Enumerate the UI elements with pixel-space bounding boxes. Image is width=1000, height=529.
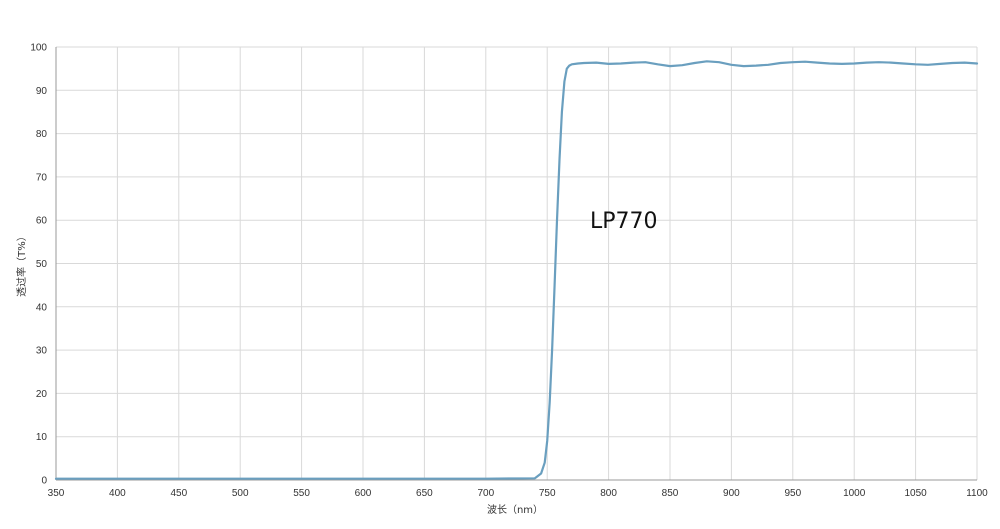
y-tick-label: 90 bbox=[36, 86, 48, 97]
x-tick-label: 600 bbox=[355, 488, 372, 499]
y-tick-label: 10 bbox=[36, 432, 48, 443]
x-tick-label: 400 bbox=[109, 488, 126, 499]
x-tick-label: 650 bbox=[416, 488, 433, 499]
y-tick-label: 50 bbox=[36, 259, 48, 270]
x-tick-label: 1000 bbox=[843, 488, 866, 499]
curve-annotation: LP770 bbox=[590, 209, 658, 234]
grid bbox=[55, 46, 978, 481]
y-tick-label: 30 bbox=[36, 346, 48, 357]
y-tick-label: 20 bbox=[36, 389, 48, 400]
y-axis-label: 透过率（T%） bbox=[15, 231, 28, 297]
x-tick-label: 350 bbox=[48, 488, 65, 499]
y-tick-label: 40 bbox=[36, 302, 48, 313]
x-tick-label: 900 bbox=[723, 488, 740, 499]
y-tick-label: 70 bbox=[36, 172, 48, 183]
x-tick-label: 550 bbox=[293, 488, 310, 499]
x-tick-label: 1050 bbox=[904, 488, 927, 499]
x-axis-label: 波长（nm） bbox=[487, 503, 543, 516]
x-tick-label: 850 bbox=[662, 488, 679, 499]
x-tick-label: 1100 bbox=[966, 488, 988, 499]
x-tick-label: 800 bbox=[600, 488, 617, 499]
y-tick-label: 60 bbox=[36, 216, 48, 227]
y-tick-label: 80 bbox=[36, 129, 48, 140]
x-tick-label: 750 bbox=[539, 488, 556, 499]
y-tick-label: 0 bbox=[41, 476, 47, 487]
axes bbox=[55, 47, 977, 481]
x-tick-label: 700 bbox=[477, 488, 494, 499]
transmittance-curve bbox=[54, 60, 979, 480]
series-layer bbox=[54, 60, 979, 480]
tick-labels: 350 400 450 500 550 600 650 700 750 800 850 900 950 1… bbox=[30, 43, 988, 500]
x-tick-label: 450 bbox=[170, 488, 187, 499]
x-tick-label: 950 bbox=[784, 488, 801, 499]
x-tick-label: 500 bbox=[232, 488, 249, 499]
y-tick-label: 100 bbox=[30, 43, 47, 54]
